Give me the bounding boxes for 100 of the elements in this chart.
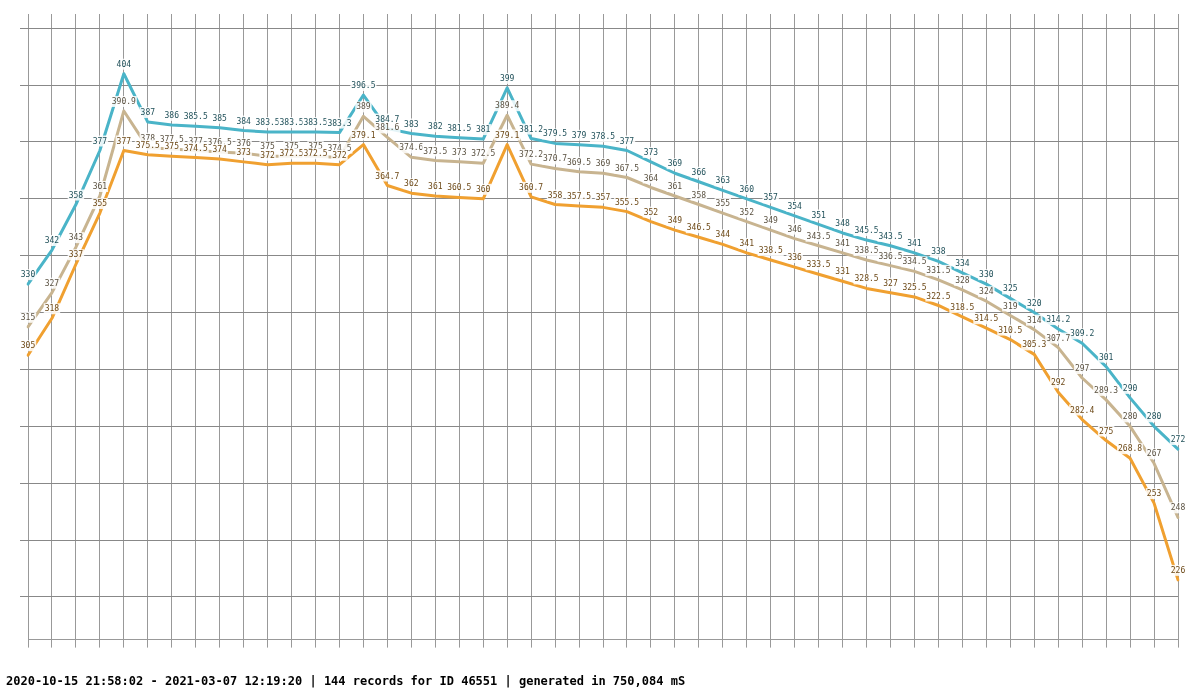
data-label: 377 — [116, 136, 132, 146]
data-label: 348 — [835, 219, 850, 229]
data-label: 370.7 — [543, 154, 568, 164]
data-label: 379 — [571, 130, 587, 140]
data-label: 334.5 — [902, 257, 927, 267]
data-label: 373 — [452, 147, 467, 157]
data-label: 383.5 — [279, 118, 304, 128]
data-label: 361 — [92, 182, 108, 192]
data-label: 248 — [1170, 503, 1186, 513]
data-label: 310.5 — [998, 325, 1023, 335]
data-label: 385.5 — [183, 112, 208, 122]
data-label: 360 — [475, 184, 491, 194]
data-label: 320 — [1027, 298, 1042, 308]
data-label: 301 — [1098, 352, 1114, 362]
data-label: 357.5 — [566, 192, 592, 202]
data-label: 314.2 — [1046, 315, 1071, 325]
data-label: 374.6 — [399, 143, 424, 153]
data-label: 343.5 — [878, 231, 903, 241]
data-label: 324 — [979, 287, 994, 297]
data-label: 318.5 — [950, 302, 975, 312]
data-label: 362 — [404, 179, 419, 189]
data-label: 377 — [92, 136, 108, 146]
data-label: 226 — [1170, 565, 1186, 575]
data-label: 253 — [1146, 489, 1162, 499]
data-label: 330 — [979, 270, 994, 280]
data-label: 383.3 — [327, 118, 352, 128]
data-label: 352 — [739, 207, 755, 217]
data-label: 404 — [116, 59, 132, 69]
data-label: 331 — [835, 267, 850, 277]
data-label: 267 — [1146, 449, 1162, 459]
data-label: 373 — [643, 147, 659, 157]
data-label: 378.5 — [590, 132, 616, 142]
data-label: 376.5 — [207, 137, 232, 147]
data-label: 325.5 — [902, 283, 927, 293]
data-label: 282.4 — [1070, 405, 1095, 415]
data-label: 315 — [20, 312, 36, 322]
data-label: 357 — [595, 193, 611, 203]
data-label: 382 — [428, 122, 443, 132]
data-label: 360.5 — [447, 183, 472, 193]
data-label: 355 — [715, 199, 731, 209]
data-label: 275 — [1098, 426, 1114, 436]
data-label: 328.5 — [854, 274, 879, 284]
data-label: 319 — [1003, 301, 1018, 311]
data-label: 344 — [715, 230, 731, 240]
data-label: 377.5 — [159, 135, 184, 145]
data-label: 352 — [643, 207, 659, 217]
data-label: 346.5 — [686, 223, 712, 233]
data-label: 381.2 — [519, 124, 544, 134]
text: 2020-10-15 21:58:02 - 2021-03-07 12:19:20 | 144 records for ID 46551 | generated in 750,084 mS — [5, 673, 687, 690]
data-label: 360 — [739, 184, 755, 194]
data-label: 318 — [44, 304, 60, 314]
data-label: 372.5 — [471, 149, 496, 159]
data-label: 290 — [1122, 383, 1138, 393]
data-label: 381.5 — [447, 123, 472, 133]
data-label: 361 — [667, 182, 683, 192]
data-label: 379.5 — [543, 129, 568, 139]
data-label: 372.2 — [519, 150, 544, 160]
data-label: 342 — [44, 236, 60, 246]
data-label: 396.5 — [351, 81, 376, 91]
data-label: 337 — [68, 250, 84, 260]
data-label: 379.1 — [351, 130, 376, 140]
data-label: 330 — [20, 270, 36, 280]
data-label: 358 — [68, 190, 84, 200]
data-label: 384.7 — [375, 114, 400, 124]
data-label: 383 — [404, 119, 419, 129]
data-label: 338.5 — [854, 246, 879, 256]
data-label: 349 — [763, 216, 779, 226]
data-label: 357 — [763, 193, 779, 203]
data-label: 364 — [643, 173, 659, 183]
data-label: 386 — [164, 110, 180, 120]
data-label: 389.4 — [495, 101, 520, 111]
data-label: 377 — [619, 136, 635, 146]
data-label: 327 — [44, 278, 60, 288]
data-label: 331.5 — [926, 265, 951, 275]
data-label: 307.7 — [1046, 333, 1071, 343]
data-label: 379.1 — [495, 130, 520, 140]
data-label: 355 — [92, 199, 108, 209]
data-label: 351 — [811, 210, 827, 220]
data-label: 309.2 — [1070, 329, 1095, 339]
data-label: 360.7 — [519, 182, 544, 192]
data-label: 341 — [739, 238, 755, 248]
data-label: 289.3 — [1094, 385, 1119, 395]
data-label: 367.5 — [614, 163, 640, 173]
data-label: 383.5 — [255, 118, 280, 128]
data-label: 325 — [1003, 284, 1018, 294]
data-label: 387 — [140, 108, 156, 118]
data-label: 280 — [1122, 412, 1138, 422]
data-label: 358 — [691, 190, 707, 200]
data-label: 389 — [356, 102, 371, 112]
data-label: 322.5 — [926, 291, 951, 301]
data-label: 366 — [691, 167, 707, 177]
data-label: 328 — [955, 275, 970, 285]
data-label: 314.5 — [974, 314, 999, 324]
data-label: 355.5 — [614, 197, 640, 207]
data-label: 385 — [212, 113, 228, 123]
data-label: 373.5 — [423, 146, 448, 156]
data-label: 349 — [667, 216, 683, 226]
data-label: 364.7 — [375, 171, 400, 181]
data-label: 338 — [931, 247, 946, 257]
data-label: 369 — [595, 159, 611, 169]
